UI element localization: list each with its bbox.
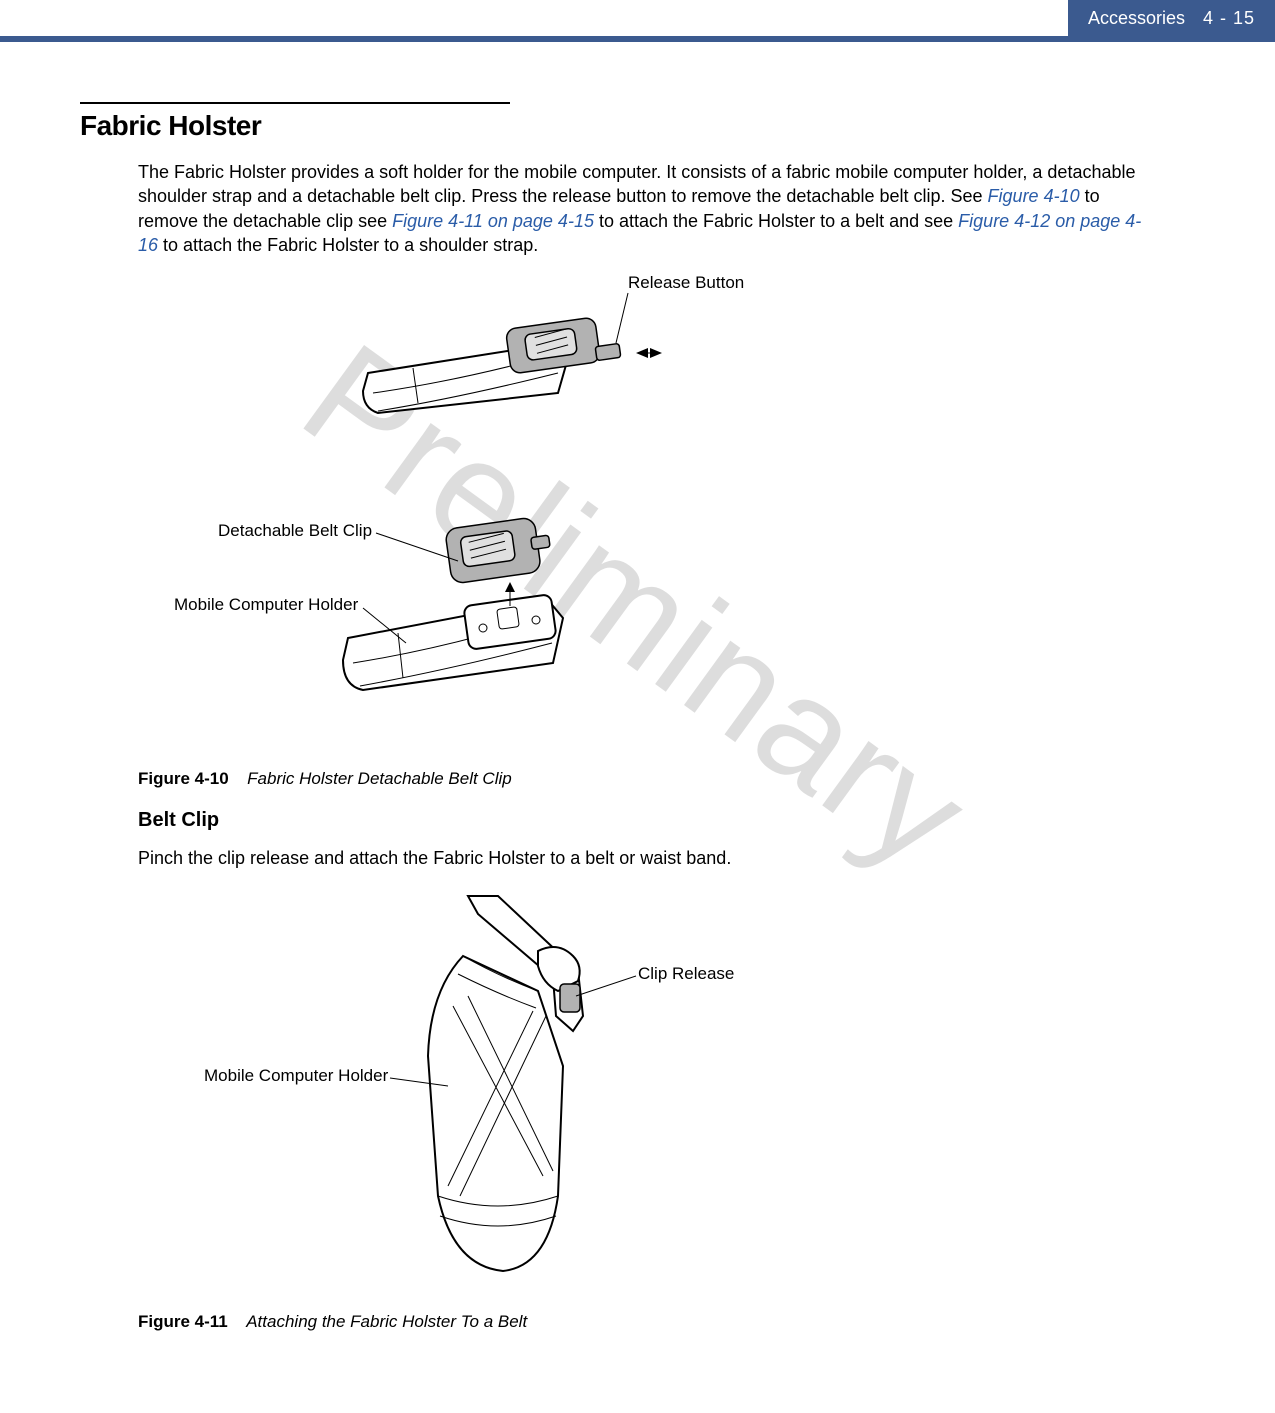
figure-4-10: Release Button Detachable Belt Clip Mobi… <box>138 273 1155 753</box>
figure-4-11-caption: Attaching the Fabric Holster To a Belt <box>246 1312 527 1331</box>
intro-text-1: The Fabric Holster provides a soft holde… <box>138 162 1136 206</box>
section-title: Fabric Holster <box>80 110 1155 142</box>
page-content: Fabric Holster The Fabric Holster provid… <box>0 42 1275 1352</box>
subsection-title: Belt Clip <box>138 809 1155 832</box>
section-rule <box>80 102 510 104</box>
figure-4-11: Clip Release Mobile Computer Holder <box>138 886 1155 1296</box>
figure-4-11-number: Figure 4-11 <box>138 1312 228 1331</box>
page-header: Accessories 4 - 15 <box>0 0 1275 36</box>
figure-4-10-label: Figure 4-10 Fabric Holster Detachable Be… <box>138 769 1155 789</box>
figure-4-10-number: Figure 4-10 <box>138 769 229 788</box>
figure-link-4-11[interactable]: Figure 4-11 on page 4-15 <box>392 211 594 231</box>
intro-paragraph: The Fabric Holster provides a soft holde… <box>138 160 1155 257</box>
figure-4-10-caption: Fabric Holster Detachable Belt Clip <box>247 769 512 788</box>
callout-clip-release: Clip Release <box>638 964 734 984</box>
figure-4-11-label: Figure 4-11 Attaching the Fabric Holster… <box>138 1312 1155 1332</box>
callout-mobile-computer-holder-2: Mobile Computer Holder <box>204 1066 388 1086</box>
figure-link-4-10[interactable]: Figure 4-10 <box>988 186 1080 206</box>
intro-text-4: to attach the Fabric Holster to a should… <box>158 235 538 255</box>
page-number: 4 - 15 <box>1203 8 1255 29</box>
callout-detachable-belt-clip: Detachable Belt Clip <box>218 521 372 541</box>
figure-4-10-diagram <box>138 273 838 753</box>
callout-mobile-computer-holder: Mobile Computer Holder <box>174 595 358 615</box>
figure-4-11-diagram <box>138 886 838 1296</box>
belt-clip-paragraph: Pinch the clip release and attach the Fa… <box>138 846 1155 870</box>
callout-release-button: Release Button <box>628 273 744 293</box>
chapter-name: Accessories <box>1088 8 1185 29</box>
intro-text-3: to attach the Fabric Holster to a belt a… <box>594 211 958 231</box>
header-tab: Accessories 4 - 15 <box>1068 0 1275 36</box>
